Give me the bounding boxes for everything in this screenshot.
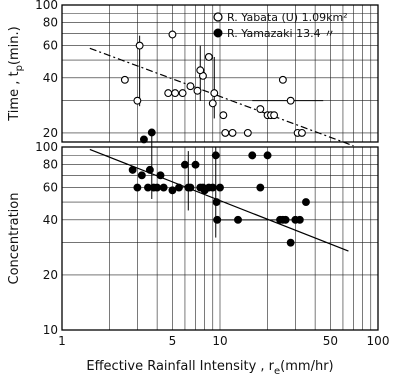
data-point-yamazaki (133, 183, 142, 192)
x-tick-label: 50 (323, 334, 338, 348)
data-point-yabata (228, 128, 237, 137)
data-point-yamazaki (128, 165, 137, 174)
data-point-yamazaki (248, 151, 257, 160)
top-y-tick-label: 20 (43, 126, 58, 140)
data-point-yamazaki (175, 183, 183, 192)
data-point-yabata (286, 96, 295, 105)
data-point-yabata (133, 96, 142, 105)
data-point-yabata (270, 111, 279, 120)
data-point-yamazaki (286, 238, 295, 247)
data-point-yamazaki (137, 171, 146, 180)
data-point-yamazaki (263, 151, 272, 160)
data-point-yabata (171, 89, 180, 98)
data-point-yamazaki (213, 215, 222, 224)
data-point-yabata (210, 89, 219, 98)
data-point-yabata (278, 75, 287, 84)
y-tick-label: 60 (43, 181, 58, 195)
data-point-yabata (120, 75, 129, 84)
data-point-yamazaki (180, 160, 189, 169)
data-point-yabata (208, 99, 217, 108)
data-point-yabata (135, 41, 144, 50)
data-point-yamazaki (281, 215, 290, 224)
data-point-yamazaki (211, 151, 220, 160)
fit-lines-layer (89, 35, 354, 252)
top-y-tick-label: 100 (35, 0, 58, 12)
top-panel-frame (61, 4, 379, 143)
grid-layer (61, 4, 379, 331)
legend-label-yabata: R. Yabata (U) 1.09km² (227, 11, 348, 24)
data-point-yamazaki (208, 183, 217, 192)
data-point-yabata (297, 128, 306, 137)
data-point-yamazaki (234, 215, 242, 224)
data-point-yamazaki (159, 183, 168, 192)
data-point-yamazaki (256, 183, 265, 192)
labels-layer: 1 5 10 50 100102040608010020406080100Effecti… (7, 0, 389, 377)
data-point-yamazaki (153, 183, 162, 192)
legend-marker-open (213, 12, 223, 22)
points-layer (120, 30, 310, 247)
x-tick-label: 1 (58, 334, 66, 348)
top-y-tick-label: 40 (43, 71, 58, 85)
x-axis-label: Effective Rainfall Intensity , re(mm/hr) (86, 359, 333, 377)
y-tick-label: 40 (43, 213, 58, 227)
data-point-yamazaki (156, 171, 165, 180)
y-tick-label: 80 (43, 158, 58, 172)
data-point-yabata (243, 128, 252, 137)
x-tick-label: 10 (212, 334, 227, 348)
data-point-yamazaki (216, 183, 224, 192)
y-tick-label: 20 (43, 268, 58, 282)
data-point-yamazaki (168, 186, 177, 195)
x-tick-label: 5 (169, 334, 177, 348)
top-y-tick-label: 60 (43, 39, 58, 53)
data-point-yabata (221, 128, 230, 137)
y-axis-label-bottom: Concentration (7, 193, 22, 285)
y-tick-label: 10 (43, 323, 58, 337)
data-point-yabata (178, 89, 187, 98)
axes-layer (61, 4, 379, 331)
y-tick-label: 100 (35, 140, 58, 154)
top-y-tick-label: 80 (43, 16, 58, 30)
legend-label-yamazaki: R. Yamazaki 13.4 〃 (227, 27, 335, 40)
data-point-yabata (186, 82, 195, 91)
y-axis-label-top: Time , tp(min.) (7, 26, 25, 121)
data-point-yabata (193, 86, 202, 95)
bottom-panel-frame (61, 146, 379, 331)
data-point-yabata (168, 30, 177, 39)
data-point-yamazaki (191, 160, 200, 169)
data-point-yabata (164, 89, 173, 98)
fit-line-yabata (89, 47, 354, 147)
data-point-yamazaki (186, 183, 195, 192)
x-tick-label: 100 (367, 334, 390, 348)
data-point-yabata (219, 111, 228, 120)
legend-marker-filled (213, 28, 223, 38)
data-point-yabata (196, 66, 205, 75)
data-point-yabata (204, 53, 213, 61)
data-point-yamazaki (302, 198, 310, 207)
data-point-yamazaki (212, 198, 221, 207)
data-point-yamazaki (295, 215, 304, 224)
data-point-yamazaki (145, 165, 154, 174)
data-point-yamazaki (139, 135, 148, 144)
data-point-yamazaki (147, 128, 156, 137)
data-point-yabata (256, 105, 265, 114)
